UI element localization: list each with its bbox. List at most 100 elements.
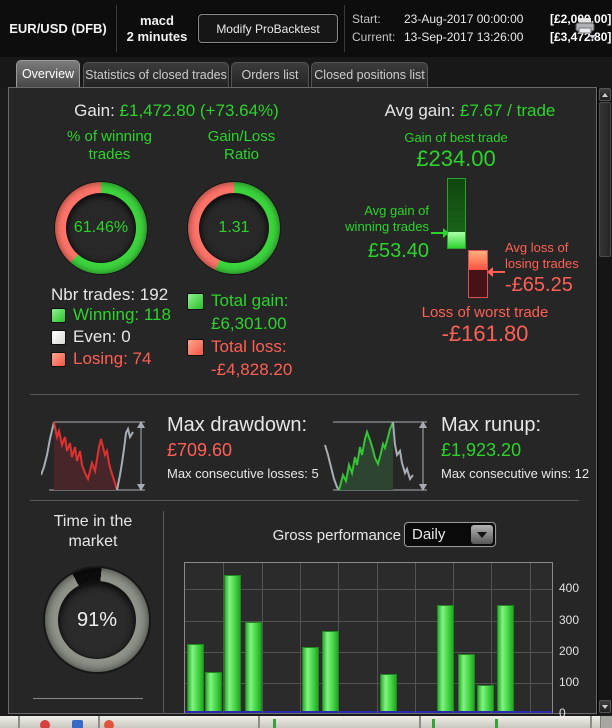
y-axis-tick-label: 300 [559, 613, 580, 627]
total-loss-swatch [187, 338, 204, 356]
taskbar-blue-icon[interactable] [72, 720, 83, 728]
start-date: 23-Aug-2017 00:00:00 [404, 12, 524, 26]
taskbar-orange-icon[interactable] [104, 720, 114, 728]
avg-gain-label: Avg gain: [384, 101, 456, 120]
period-dropdown[interactable]: Daily [404, 522, 496, 547]
strategy-label: macd 2 minutes [118, 0, 196, 57]
overview-panel: Gain: £1,472.80 (+73.64%) % of winning t… [8, 87, 597, 720]
chevron-down-icon[interactable] [471, 525, 493, 544]
gridline [185, 621, 552, 622]
printer-icon[interactable] [572, 15, 598, 41]
y-axis-tick-label: 100 [559, 675, 580, 689]
best-trade-label: Gain of best trade [404, 130, 508, 145]
tab-overview[interactable]: Overview [16, 60, 80, 87]
taskbar-red-icon[interactable] [40, 720, 50, 728]
total-gain-swatch [187, 292, 204, 310]
gross-bar [245, 622, 262, 711]
gross-bar [205, 672, 222, 711]
chart-tick-mark [432, 719, 435, 728]
ratio-donut-value: 1.31 [218, 219, 250, 236]
scrollbar-thumb[interactable] [599, 102, 611, 257]
avg-loss-value: -£65.25 [505, 274, 573, 296]
chart-tick-mark [495, 719, 498, 728]
total-gain-row: Total gain: [187, 291, 289, 311]
tab-statistics[interactable]: Statistics of closed trades [83, 62, 229, 87]
losing-legend-row: Losing: 74 [51, 349, 151, 369]
vertical-scrollbar[interactable] [597, 87, 612, 714]
time-donut: 91% [45, 568, 149, 672]
gain-label: Gain: [74, 101, 115, 120]
gross-bar [477, 685, 494, 711]
drawdown-sub: Max consecutive losses: 5 [167, 466, 319, 481]
total-gain-value: £6,301.00 [211, 314, 287, 333]
gridline [223, 563, 224, 713]
background-window-edge [0, 716, 612, 728]
drawdown-sparkline [40, 419, 148, 498]
gain-value: £1,472.80 (+73.64%) [119, 101, 279, 120]
gross-bar [224, 575, 241, 711]
gross-bar [437, 605, 454, 711]
underline-divider [33, 698, 143, 699]
runup-sparkline [323, 419, 430, 498]
avg-win-label: Avg gain of winning trades [345, 203, 429, 234]
time-donut-value: 91% [76, 608, 118, 631]
gross-bar [302, 647, 319, 711]
avg-gain-value: £7.67 / trade [459, 101, 556, 120]
avg-win-value: £53.40 [367, 240, 429, 262]
losing-color-swatch [51, 351, 66, 367]
chart-tick-mark [273, 719, 276, 728]
even-legend-row: Even: 0 [51, 327, 131, 347]
losing-count: Losing: 74 [73, 349, 152, 368]
section-divider [30, 500, 579, 501]
winning-color-swatch [51, 307, 66, 323]
drawdown-label: Max drawdown: [167, 414, 308, 436]
modify-probacktest-button[interactable]: Modify ProBacktest [198, 14, 338, 43]
ratio-donut-title: Gain/Loss Ratio [207, 128, 276, 163]
scroll-up-icon[interactable] [599, 88, 611, 101]
gridline [185, 652, 552, 653]
tabbar: Overview Statistics of closed trades Ord… [0, 57, 612, 87]
winning-legend-row: Winning: 118 [51, 305, 171, 325]
ratio-donut: 1.31 [188, 182, 280, 274]
winning-donut-value: 61.46% [73, 219, 129, 236]
time-in-market-title: Time in the market [53, 513, 133, 550]
even-color-swatch [51, 329, 66, 345]
scroll-down-icon[interactable] [599, 700, 611, 713]
total-loss-row: Total loss: [187, 337, 287, 357]
runup-label: Max runup: [441, 414, 542, 436]
window-corner [600, 716, 612, 728]
gross-bar [458, 654, 475, 711]
instrument-label: EUR/USD (DFB) [9, 21, 107, 36]
gridline [415, 563, 416, 713]
y-axis-tick-label: 0 [559, 706, 566, 720]
tab-closed-positions[interactable]: Closed positions list [311, 62, 428, 87]
section-divider [30, 394, 579, 395]
total-gain-label: Total gain: [211, 291, 289, 310]
best-trade-bar [447, 178, 466, 249]
start-label: Start: [352, 12, 381, 26]
gain-summary: Gain: £1,472.80 (+73.64%) [9, 101, 344, 121]
right-arrow-icon [431, 225, 449, 243]
gridline [262, 563, 263, 713]
winning-donut: 61.46% [55, 182, 147, 274]
avg-win-bar-segment [448, 232, 465, 248]
backtest-dates: Start: 23-Aug-2017 00:00:00 [£2,000.00] … [352, 11, 611, 45]
left-arrow-icon [487, 264, 505, 282]
gross-bar [497, 605, 514, 711]
gridline [377, 563, 378, 713]
gross-bar [187, 644, 204, 711]
worst-trade-value: -£161.80 [441, 321, 529, 346]
gross-performance-plot [184, 562, 553, 713]
y-axis-tick-label: 400 [559, 581, 580, 595]
tab-orders-list[interactable]: Orders list [231, 62, 309, 87]
gridline [491, 563, 492, 713]
current-amount: [£3,472.80] [550, 30, 612, 44]
gross-performance-label: Gross performance [272, 527, 401, 544]
avg-gain-summary: Avg gain: £7.67 / trade [344, 101, 596, 121]
topbar: EUR/USD (DFB) macd 2 minutes Modify ProB… [0, 0, 612, 59]
section-divider-vertical [163, 511, 164, 714]
runup-sub: Max consecutive wins: 12 [441, 466, 590, 481]
strategy-name: macd [140, 12, 174, 28]
gridline [530, 563, 531, 713]
